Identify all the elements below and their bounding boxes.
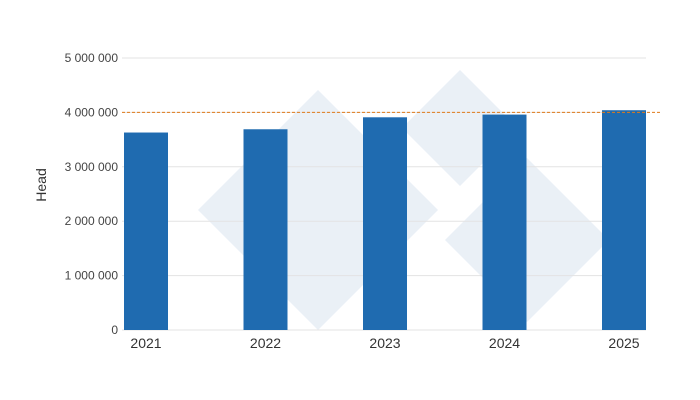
y-axis-title: Head — [33, 168, 49, 201]
x-tick-label: 2021 — [130, 335, 161, 351]
bars — [124, 110, 646, 331]
bar-2024 — [482, 114, 527, 331]
y-tick-label: 4 000 000 — [65, 105, 119, 119]
x-tick-label: 2025 — [608, 335, 639, 351]
y-axis-ticks: 0 1 000 000 2 000 000 3 000 000 4 000 000 5 0… — [65, 51, 119, 337]
y-tick-label: 1 000 000 — [65, 269, 119, 283]
y-tick-label: 2 000 000 — [65, 214, 119, 228]
x-tick-label: 2023 — [369, 335, 400, 351]
y-tick-label: 3 000 000 — [65, 160, 119, 174]
y-tick-label: 5 000 000 — [65, 51, 119, 65]
bar-2023 — [363, 117, 407, 331]
watermark-diamond-3 — [445, 158, 609, 322]
x-axis-ticks: 2021 2022 2023 2024 2025 — [130, 335, 639, 351]
bar-2021 — [124, 132, 168, 330]
y-tick-label: 0 — [111, 323, 118, 337]
x-tick-label: 2022 — [250, 335, 281, 351]
bar-2025 — [602, 110, 646, 330]
bar-2022 — [243, 129, 288, 330]
x-tick-label: 2024 — [489, 335, 520, 351]
